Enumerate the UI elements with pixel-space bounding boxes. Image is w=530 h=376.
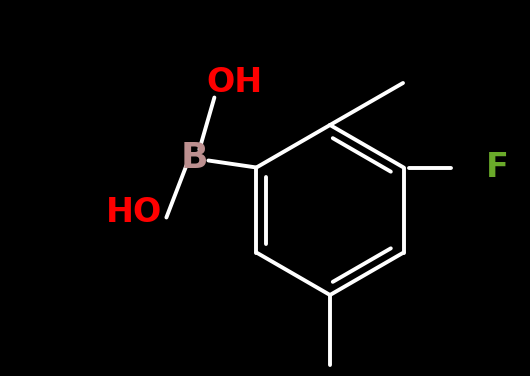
Text: F: F (486, 151, 509, 184)
Text: B: B (181, 141, 208, 174)
Text: HO: HO (106, 196, 163, 229)
Text: OH: OH (206, 66, 262, 99)
